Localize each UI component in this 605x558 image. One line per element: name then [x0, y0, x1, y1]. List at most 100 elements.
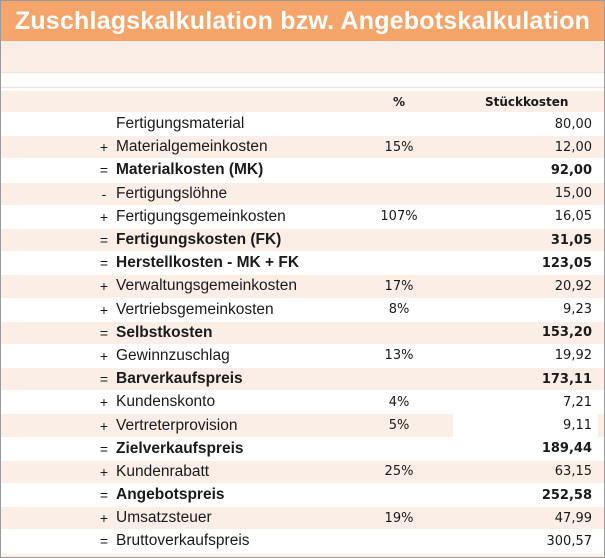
percent-cell	[371, 229, 427, 251]
percent-cell: 8%	[388, 302, 410, 318]
calculation-table: Fertigungsmaterial 80,00 + Materialgemeinko…	[1, 113, 604, 554]
cost-label-cell: Selbstkosten	[116, 323, 213, 341]
operator-cell: =	[99, 232, 109, 249]
cost-label-cell: Materialkosten (MK)	[116, 161, 264, 179]
percent-cell: 15%	[384, 139, 414, 155]
operator-cell: +	[99, 208, 109, 225]
table-row[interactable]: + Umsatzsteuer 19% 47,99	[1, 507, 604, 531]
table-row[interactable]: = Materialkosten (MK) 92,00	[1, 159, 604, 183]
unit-cost-cell: 92,00	[550, 162, 592, 178]
cost-label-cell: Kundenrabatt	[116, 462, 210, 480]
cost-label-cell: Angebotspreis	[116, 486, 225, 504]
percent-cell: 5%	[388, 418, 410, 434]
selected-cell[interactable]	[453, 414, 598, 437]
table-row[interactable]: + Verwaltungsgemeinkosten 17% 20,92	[1, 275, 604, 299]
unit-cost-cell: 7,21	[563, 394, 592, 410]
operator-cell: +	[99, 278, 109, 295]
table-row[interactable]: = Bruttoverkaufspreis 300,57	[1, 530, 604, 554]
percent-cell	[371, 322, 427, 344]
table-row[interactable]: Fertigungsmaterial 80,00	[1, 113, 604, 137]
percent-cell	[371, 183, 427, 205]
unit-cost-cell: 31,05	[550, 232, 592, 248]
unit-cost-cell: 20,92	[554, 278, 592, 294]
cost-label-cell: Barverkaufspreis	[116, 370, 243, 388]
percent-cell	[371, 159, 427, 181]
operator-cell: +	[99, 394, 109, 411]
cost-label-cell: Vertriebsgemeinkosten	[116, 300, 274, 318]
table-row[interactable]: + Fertigungsgemeinkosten 107% 16,05	[1, 205, 604, 229]
cost-label-cell: Materialgemeinkosten	[116, 138, 268, 156]
cost-label-cell: Herstellkosten - MK + FK	[116, 254, 300, 272]
unit-cost-cell: 9,11	[563, 418, 592, 434]
percent-cell	[371, 368, 427, 390]
unit-cost-cell: 80,00	[554, 116, 592, 132]
cost-label-cell: Fertigungsgemeinkosten	[116, 207, 286, 225]
operator-cell: +	[99, 463, 109, 480]
table-row[interactable]: + Vertriebsgemeinkosten 8% 9,23	[1, 298, 604, 322]
cost-label-cell: Fertigungslöhne	[116, 184, 228, 202]
unit-cost-cell: 47,99	[554, 510, 592, 526]
cost-label-cell: Fertigungskosten (FK)	[116, 231, 282, 249]
unit-cost-cell: 16,05	[554, 209, 592, 225]
percent-cell	[371, 484, 427, 506]
unit-cost-column-header: Stückkosten	[485, 94, 569, 109]
percent-cell: 4%	[388, 394, 410, 410]
unit-cost-cell: 300,57	[546, 533, 593, 549]
percent-cell: 19%	[384, 510, 414, 526]
operator-cell: =	[99, 162, 109, 179]
unit-cost-cell: 123,05	[541, 255, 592, 271]
percent-cell: 25%	[384, 464, 414, 480]
cost-label-cell: Verwaltungsgemeinkosten	[116, 277, 297, 295]
cost-label-cell: Gewinnzuschlag	[116, 346, 230, 364]
operator-cell: +	[99, 301, 109, 318]
empty-row[interactable]	[1, 73, 604, 88]
operator-cell: =	[99, 255, 109, 272]
operator-cell: =	[99, 440, 109, 457]
operator-cell: =	[99, 487, 109, 504]
table-row[interactable]: = Herstellkosten - MK + FK 123,05	[1, 252, 604, 276]
unit-cost-cell: 252,58	[541, 487, 592, 503]
percent-column-header: %	[392, 94, 406, 109]
cost-label-cell: Fertigungsmaterial	[116, 115, 245, 133]
percent-cell	[371, 252, 427, 274]
operator-cell: +	[99, 347, 109, 364]
cost-label-cell: Zielverkaufspreis	[116, 439, 244, 457]
empty-row	[1, 88, 604, 91]
column-header-row: % Stückkosten	[1, 91, 604, 113]
operator-cell: +	[99, 139, 109, 156]
percent-cell	[371, 113, 427, 135]
cost-label-cell: Bruttoverkaufspreis	[116, 532, 250, 550]
unit-cost-cell: 153,20	[541, 325, 592, 341]
cost-label-cell: Vertreterprovision	[116, 416, 238, 434]
table-row[interactable]: = Barverkaufspreis 173,11	[1, 368, 604, 392]
table-row[interactable]: + Vertreterprovision 5% 9,11	[1, 414, 604, 438]
sheet-title: Zuschlagskalkulation bzw. Angebotskalkul…	[1, 1, 604, 41]
table-row[interactable]: = Zielverkaufspreis 189,44	[1, 437, 604, 461]
cost-label-cell: Kundenskonto	[116, 393, 216, 411]
table-row[interactable]: = Fertigungskosten (FK) 31,05	[1, 228, 604, 253]
percent-cell: 107%	[380, 209, 418, 225]
unit-cost-cell: 189,44	[541, 441, 592, 457]
operator-cell: +	[99, 510, 109, 527]
table-row[interactable]: = Angebotspreis 252,58	[1, 484, 604, 508]
table-row[interactable]: - Fertigungslöhne 15,00	[1, 182, 604, 206]
percent-cell	[371, 438, 427, 460]
unit-cost-cell: 63,15	[554, 464, 592, 480]
percent-cell: 17%	[384, 278, 414, 294]
table-row[interactable]: + Materialgemeinkosten 15% 12,00	[1, 136, 604, 160]
operator-cell: -	[101, 185, 107, 202]
table-row[interactable]: + Kundenskonto 4% 7,21	[1, 391, 604, 415]
unit-cost-cell: 173,11	[541, 371, 592, 387]
table-row[interactable]: = Selbstkosten 153,20	[1, 321, 604, 345]
operator-cell	[97, 113, 111, 135]
unit-cost-cell: 9,23	[563, 302, 592, 318]
operator-cell: =	[99, 324, 109, 341]
empty-row[interactable]	[1, 41, 604, 73]
percent-cell	[371, 530, 427, 552]
table-row[interactable]: + Kundenrabatt 25% 63,15	[1, 460, 604, 484]
operator-cell: =	[99, 533, 109, 550]
unit-cost-cell: 12,00	[554, 139, 592, 155]
unit-cost-cell: 19,92	[554, 348, 592, 364]
table-row[interactable]: + Gewinnzuschlag 13% 19,92	[1, 344, 604, 369]
